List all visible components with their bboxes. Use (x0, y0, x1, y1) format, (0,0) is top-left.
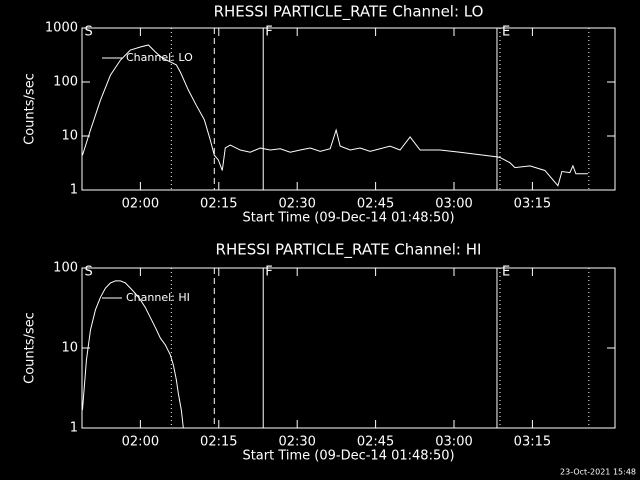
event-label: F (265, 265, 272, 280)
event-label: F (265, 25, 272, 40)
x-axis-label: Start Time (09-Dec-14 01:48:50) (242, 449, 454, 464)
x-tick-label: 03:00 (435, 435, 472, 450)
x-tick-label: 02:00 (122, 197, 159, 212)
event-label: S (84, 25, 92, 40)
legend-label: Channel: HI (126, 291, 190, 304)
event-label: E (502, 25, 510, 40)
x-tick-label: 03:15 (514, 435, 551, 450)
data-line (81, 44, 588, 187)
y-tick-label: 1 (70, 183, 78, 198)
y-tick-label: 10 (61, 129, 78, 144)
x-tick-label: 02:30 (278, 197, 315, 212)
x-tick-label: 02:00 (122, 435, 159, 450)
y-axis-label: Counts/sec (23, 73, 38, 145)
legend-label: Channel: LO (126, 51, 193, 64)
x-tick-label: 02:15 (200, 197, 237, 212)
x-tick-label: 02:15 (200, 435, 237, 450)
chart-title: RHESSI PARTICLE_RATE Channel: LO (214, 3, 484, 22)
x-tick-label: 02:45 (357, 197, 394, 212)
y-tick-label: 100 (53, 75, 78, 90)
x-tick-label: 03:00 (435, 197, 472, 212)
chart-title: RHESSI PARTICLE_RATE Channel: HI (216, 241, 482, 260)
y-tick-label: 100 (53, 261, 78, 276)
data-line (81, 280, 184, 429)
x-tick-label: 02:45 (357, 435, 394, 450)
event-label: S (84, 265, 92, 280)
y-tick-label: 1000 (45, 21, 78, 36)
footer: 23-Oct-2021 15:48 (560, 468, 636, 477)
y-axis-label: Counts/sec (23, 312, 38, 384)
x-axis-label: Start Time (09-Dec-14 01:48:50) (242, 211, 454, 226)
y-tick-label: 1 (70, 421, 78, 436)
plot-frame (81, 27, 616, 191)
event-label: E (502, 265, 510, 280)
y-tick-label: 10 (61, 341, 78, 356)
x-tick-label: 02:30 (278, 435, 315, 450)
x-tick-label: 03:15 (514, 197, 551, 212)
